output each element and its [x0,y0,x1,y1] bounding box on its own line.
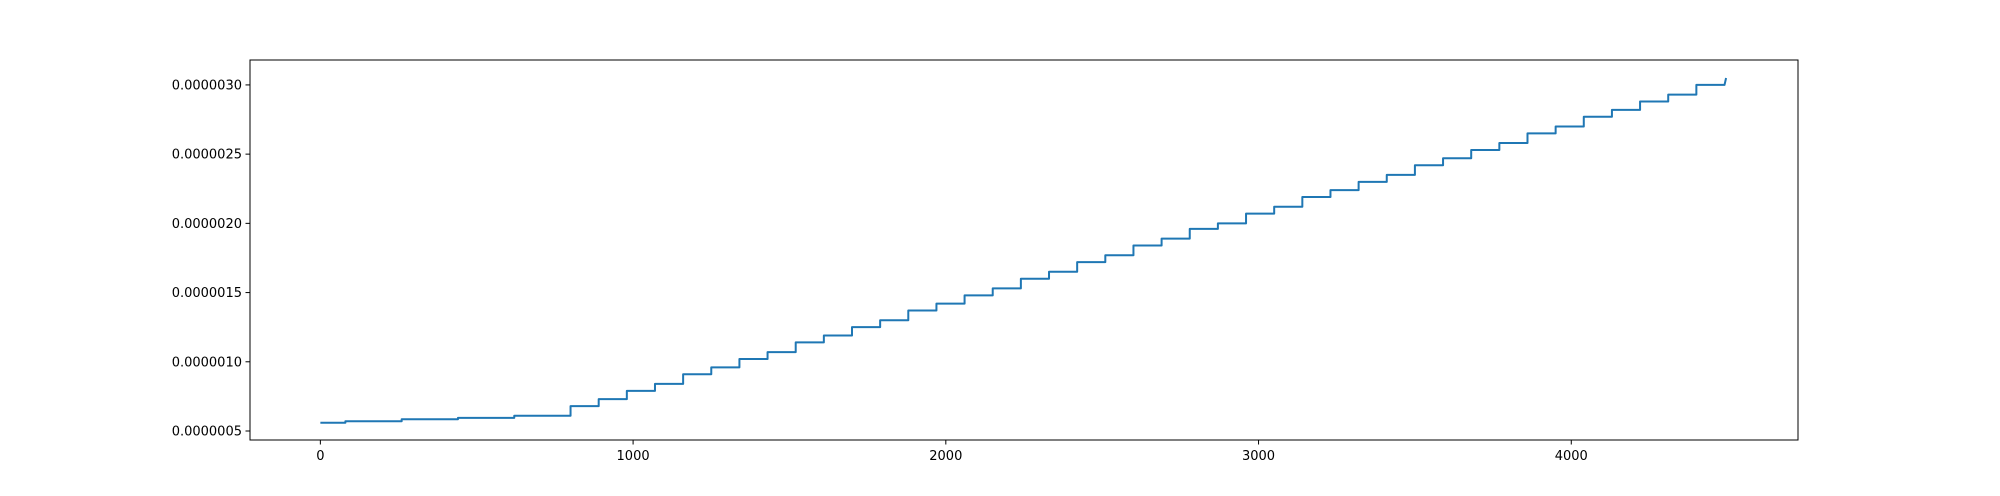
y-tick-label: 0.0000020 [172,217,242,232]
data-line [320,77,1728,424]
y-tick-label: 0.0000010 [172,355,242,370]
y-tick-label: 0.0000025 [172,148,242,163]
y-tick-label: 0.0000015 [172,286,242,301]
y-tick-label: 0.0000030 [172,78,242,93]
x-tick-label: 0 [316,449,324,464]
plot-frame [249,59,1799,441]
y-tick-label: 0.0000005 [172,425,242,440]
x-tick-label: 2000 [929,449,962,464]
x-tick-label: 1000 [617,449,650,464]
x-tick-label: 4000 [1555,449,1588,464]
x-tick-label: 3000 [1242,449,1275,464]
